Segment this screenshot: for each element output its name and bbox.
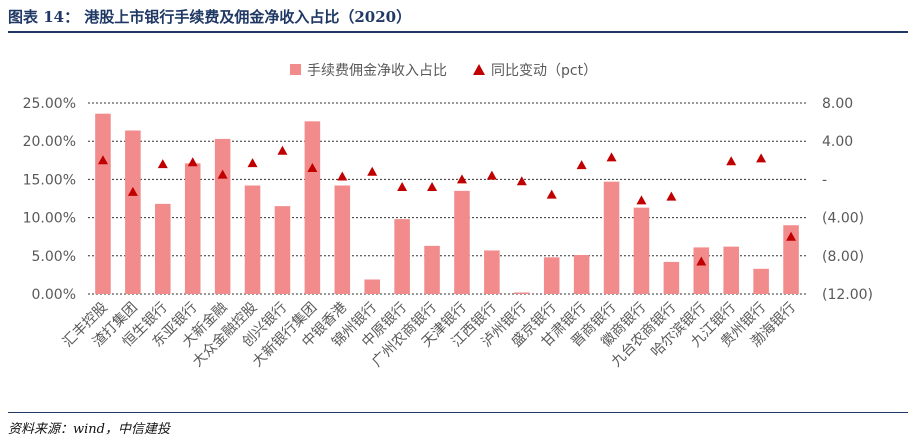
- marker-point: [157, 159, 168, 169]
- combo-chart: 手续费佣金净收入占比 同比变动（pct） 25.00% 20.00% 15.00% 10…: [23, 62, 873, 370]
- bar: [633, 207, 650, 294]
- marker-series: [97, 145, 797, 266]
- bottom-divider: [8, 412, 908, 413]
- x-axis-labels: 汇丰控股渣打集团恒生银行东亚银行大新金融大众金融控股创兴银行大新银行集团中银香港…: [60, 299, 799, 370]
- right-tick-label: -: [822, 172, 827, 188]
- legend-label-bar: 手续费佣金净收入占比: [307, 62, 447, 79]
- marker-point: [786, 231, 797, 241]
- left-tick-label: 15.00%: [23, 172, 76, 188]
- bar: [663, 261, 680, 294]
- marker-point: [666, 191, 677, 201]
- bar: [783, 225, 799, 294]
- marker-point: [456, 174, 467, 184]
- bar: [603, 181, 620, 294]
- legend-swatch-bar: [290, 64, 301, 75]
- bar: [753, 268, 769, 294]
- left-tick-label: 25.00%: [23, 96, 76, 112]
- marker-point: [756, 153, 767, 163]
- bar: [454, 190, 470, 294]
- marker-point: [127, 186, 138, 196]
- source-note: 资料来源：wind，中信建投: [8, 422, 170, 437]
- left-tick-label: 0.00%: [32, 287, 76, 303]
- marker-point: [277, 145, 288, 155]
- marker-point: [397, 182, 408, 192]
- right-axis: 8.00 4.00 - (4.00) (8.00) (12.00): [822, 96, 873, 303]
- marker-point: [696, 256, 707, 266]
- right-tick-label: (4.00): [822, 211, 864, 227]
- marker-point: [636, 195, 647, 205]
- left-tick-label: 20.00%: [23, 134, 76, 150]
- marker-point: [726, 156, 737, 166]
- marker-point: [97, 155, 108, 165]
- bar: [424, 245, 440, 294]
- marker-point: [606, 152, 617, 162]
- marker-point: [247, 158, 258, 168]
- right-tick-label: 8.00: [822, 96, 853, 112]
- bar-series: [95, 113, 799, 294]
- bar: [214, 138, 231, 294]
- top-divider: [8, 31, 908, 33]
- figure-title: 图表 14： 港股上市银行手续费及佣金净收入占比（2020）: [8, 8, 412, 26]
- bar: [184, 163, 201, 294]
- bar: [274, 206, 291, 294]
- right-tick-label: 4.00: [822, 134, 853, 150]
- legend-swatch-marker: [473, 64, 485, 75]
- bar: [543, 257, 560, 294]
- left-tick-label: 5.00%: [32, 249, 76, 265]
- legend-label-marker: 同比变动（pct）: [491, 63, 597, 79]
- marker-point: [367, 166, 378, 176]
- marker-point: [576, 160, 587, 170]
- marker-point: [486, 170, 497, 180]
- marker-point: [307, 162, 318, 172]
- left-tick-label: 10.00%: [23, 211, 76, 227]
- chart-legend: 手续费佣金净收入占比 同比变动（pct）: [290, 62, 597, 79]
- bar: [484, 250, 500, 294]
- marker-point: [187, 157, 198, 167]
- bar: [155, 203, 171, 294]
- bar: [364, 279, 380, 294]
- bar: [304, 121, 321, 294]
- bar: [125, 130, 141, 294]
- marker-point: [516, 176, 527, 186]
- bar: [573, 255, 590, 294]
- bar: [244, 185, 261, 294]
- marker-point: [337, 171, 348, 181]
- marker-point: [217, 169, 228, 179]
- right-tick-label: (12.00): [822, 287, 873, 303]
- right-tick-label: (8.00): [822, 249, 864, 265]
- bar: [394, 219, 410, 294]
- marker-point: [546, 189, 557, 199]
- bar: [334, 185, 351, 294]
- marker-point: [427, 182, 438, 192]
- bar: [723, 246, 739, 294]
- bar: [95, 113, 111, 294]
- bar: [514, 292, 530, 294]
- figure-header: 图表 14： 港股上市银行手续费及佣金净收入占比（2020）: [8, 4, 908, 30]
- bar: [693, 247, 710, 294]
- left-axis: 25.00% 20.00% 15.00% 10.00% 5.00% 0.00%: [23, 96, 76, 303]
